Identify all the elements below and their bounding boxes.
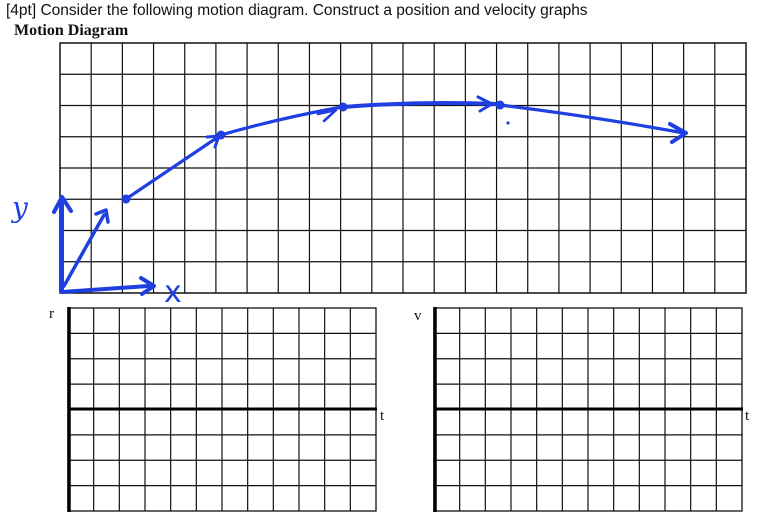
trajectory-segment-2 (219, 105, 344, 137)
question-text: [4pt] Consider the following motion diag… (6, 2, 588, 19)
x-axis-arrow-shaft (60, 284, 150, 294)
position-graph-t-label: t (380, 408, 385, 424)
y-axis-arrowhead (52, 195, 73, 214)
position-dot-3 (338, 102, 348, 112)
position-dots (121, 100, 510, 204)
handwritten-x-label: x (164, 275, 182, 310)
handwritten-y-label: y (10, 191, 29, 224)
velocity-graph-v-label: v (414, 308, 422, 324)
motion-diagram-title: Motion Diagram (14, 22, 129, 39)
trajectory-segment-3 (341, 101, 500, 109)
velocity-graph-t-label: t (745, 408, 750, 424)
position-dot-2 (216, 130, 226, 140)
trajectory-segment-4 (498, 103, 686, 135)
motion-diagram-grid (60, 43, 746, 293)
trajectory-arrowhead-2 (316, 108, 338, 123)
motion-diagram-border (59, 42, 747, 294)
position-graph-grid (68, 308, 376, 511)
x-axis-arrowhead (139, 276, 156, 296)
initial-velocity-vector (62, 213, 106, 288)
trajectory-arrowhead-3 (476, 95, 494, 113)
handwritten-annotations (52, 95, 688, 296)
trajectory-segment-1 (124, 135, 220, 201)
position-dot-4 (495, 100, 505, 110)
initial-velocity-arrowhead (94, 208, 110, 224)
trajectory-arrowhead-4 (668, 122, 688, 144)
position-dot-1 (121, 194, 131, 204)
stray-ink-dot (506, 121, 510, 125)
position-graph-r-label: r (49, 306, 54, 322)
